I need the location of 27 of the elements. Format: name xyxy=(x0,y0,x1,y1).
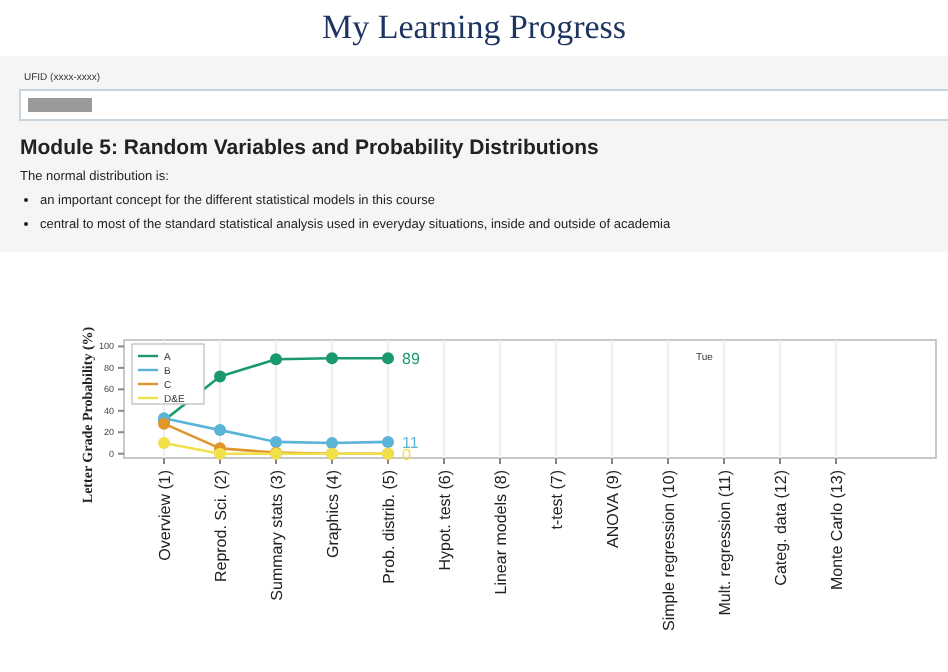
x-tick-label: Graphics (4) xyxy=(324,469,342,559)
x-tick-label: Simple regression (10) xyxy=(660,469,678,631)
point xyxy=(382,352,394,365)
chart-subtitle: Module 5: Random Variables and Probability Distributions xyxy=(20,136,600,160)
x-tick-label: Linear models (8) xyxy=(492,469,510,595)
x-tick-label: ANOVA (9) xyxy=(604,469,622,548)
point xyxy=(214,370,226,383)
point xyxy=(158,436,170,449)
x-tick-label: Reprod. Sci. (2) xyxy=(212,469,230,583)
x-tick-label: Prob. distrib. (5) xyxy=(380,469,398,584)
x-tick-label: Mult. regression (11) xyxy=(716,469,734,616)
x-tick-label: Monte Carlo (13) xyxy=(828,469,846,591)
data-label: 0 xyxy=(402,445,412,464)
point xyxy=(214,424,226,437)
data-label: 89 xyxy=(402,350,421,369)
x-tick-label: t-test (7) xyxy=(548,469,566,530)
chart-title: My Learning Progress xyxy=(321,8,627,46)
point xyxy=(326,436,338,449)
point xyxy=(326,352,338,365)
point xyxy=(214,447,226,460)
x-tick-label: Categ. data (12) xyxy=(772,469,790,586)
x-tick-label: Overview (1) xyxy=(156,469,174,561)
point xyxy=(382,435,394,448)
point xyxy=(270,353,282,366)
point xyxy=(270,435,282,448)
x-tick-label: Hypot. test (6) xyxy=(436,469,454,571)
x-tick-label: Summary stats (3) xyxy=(268,469,286,601)
